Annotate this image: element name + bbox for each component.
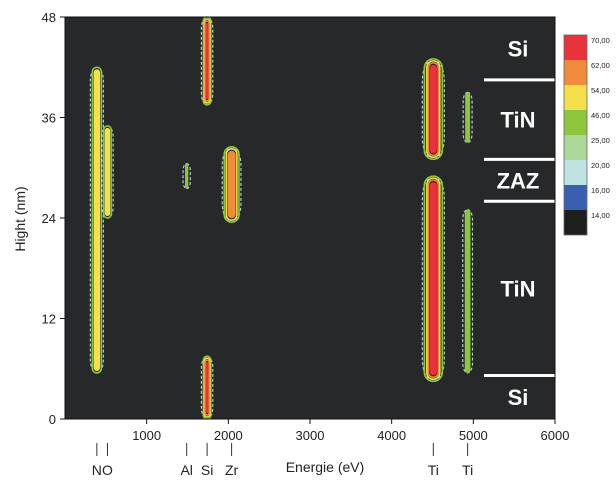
element-marker-label: Si xyxy=(201,462,213,478)
intensity-feature-6 xyxy=(102,126,113,218)
colorbar-level-label: 25,00 xyxy=(591,136,610,145)
element-marker-label: Al xyxy=(180,462,192,478)
colorbar-level-label: 20,00 xyxy=(591,161,610,170)
x-tick-label: 5000 xyxy=(459,428,488,443)
y-tick-label: 0 xyxy=(49,412,56,427)
colorbar-level-label: 46,00 xyxy=(591,111,610,120)
colorbar-swatch xyxy=(564,85,587,110)
element-marker-label: Ti xyxy=(462,462,473,478)
colorbar-swatch xyxy=(564,35,587,60)
y-tick-label: 48 xyxy=(42,10,56,25)
layer-label: TiN xyxy=(500,108,535,133)
colorbar-swatch xyxy=(564,185,587,210)
y-axis-label: Hight (nm) xyxy=(12,186,28,251)
colorbar-swatch xyxy=(564,135,587,160)
feature-ring xyxy=(105,128,110,216)
intensity-feature-5 xyxy=(90,67,103,373)
intensity-feature-1 xyxy=(201,356,212,419)
colorbar-level-label: 62,00 xyxy=(591,61,610,70)
y-tick-label: 24 xyxy=(42,211,56,226)
element-marker-label: O xyxy=(102,462,113,478)
x-tick-label: 4000 xyxy=(377,428,406,443)
feature-ring xyxy=(430,182,437,375)
colorbar-level-label: 54,00 xyxy=(591,86,610,95)
feature-ring xyxy=(185,164,188,189)
layer-label: ZAZ xyxy=(497,168,540,193)
layer-label: TiN xyxy=(500,276,535,301)
colorbar-level-label: 70,00 xyxy=(591,36,610,45)
layer-label: Si xyxy=(508,36,529,61)
colorbar-swatch xyxy=(564,110,587,135)
element-marker-label: N xyxy=(92,462,102,478)
x-tick-label: 6000 xyxy=(541,428,570,443)
y-tick-label: 36 xyxy=(42,111,56,126)
plot-area xyxy=(65,17,555,419)
x-tick-label: 2000 xyxy=(214,428,243,443)
colorbar-level-label: 16,00 xyxy=(591,186,610,195)
feature-ring xyxy=(206,362,209,413)
feature-ring xyxy=(228,151,236,218)
feature-ring xyxy=(430,65,437,154)
feature-ring xyxy=(94,69,100,371)
layer-label: Si xyxy=(508,385,529,410)
x-axis-label: Energie (eV) xyxy=(286,459,365,475)
feature-ring xyxy=(206,23,209,99)
element-marker-label: Ti xyxy=(428,462,439,478)
colorbar-swatch xyxy=(564,160,587,185)
feature-ring xyxy=(465,210,471,373)
x-tick-label: 3000 xyxy=(296,428,325,443)
y-tick-label: 12 xyxy=(42,312,56,327)
colorbar-swatch xyxy=(564,210,587,235)
colorbar-swatch xyxy=(564,60,587,85)
intensity-feature-0 xyxy=(201,17,212,105)
x-tick-label: 1000 xyxy=(132,428,161,443)
feature-ring xyxy=(465,92,470,142)
colorbar-level-label: 14,00 xyxy=(591,211,610,220)
element-marker-label: Zr xyxy=(225,462,239,478)
